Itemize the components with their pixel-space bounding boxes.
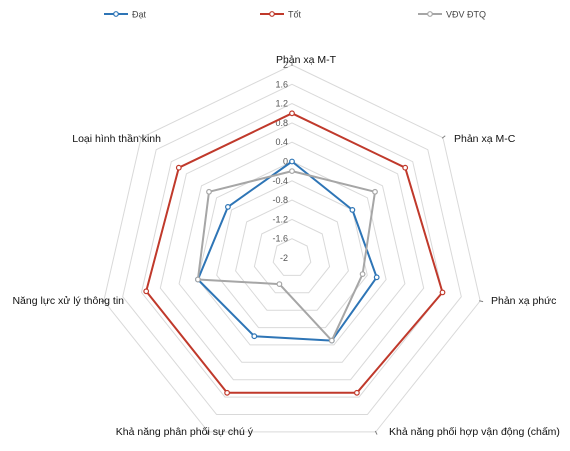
data-point: [143, 288, 150, 295]
tick-label: -2: [280, 253, 288, 263]
grid-ring: [178, 141, 406, 363]
data-point: [289, 158, 295, 165]
grid-ring: [216, 180, 368, 329]
data-point: [359, 271, 366, 278]
axis-label: Năng lực xử lý thông tin: [12, 295, 124, 307]
grid-ring: [253, 218, 331, 294]
data-point: [224, 389, 231, 396]
data-point: [439, 289, 446, 296]
axis-label: Loại hình thần kinh: [72, 133, 161, 145]
spoke-tick: [479, 300, 484, 303]
data-point: [194, 276, 201, 283]
legend-marker: [427, 11, 433, 17]
data-point: [354, 389, 360, 396]
tick-label: 0.8: [275, 118, 288, 128]
axis-label: Khả năng phân phối sự chú ý: [116, 426, 254, 438]
legend-marker: [269, 11, 275, 17]
axis-label: Phản xạ M-T: [276, 54, 337, 66]
tick-label: 1.2: [275, 99, 288, 109]
axis-label: Phản xạ phức: [491, 295, 556, 307]
tick-label: 0.4: [275, 137, 288, 147]
grid-ring: [122, 83, 462, 415]
data-point: [289, 168, 295, 175]
data-point: [402, 164, 409, 171]
data-point: [276, 281, 283, 288]
legend: Đạt Tốt VĐV ĐTQ: [104, 10, 486, 20]
spoke-tick: [206, 430, 210, 435]
series-line: [196, 160, 378, 342]
grid-ring: [272, 238, 312, 276]
legend-label: Tốt: [288, 10, 302, 20]
legend-label: Đạt: [132, 10, 147, 20]
grid-ring: [140, 103, 444, 398]
data-point: [372, 188, 378, 195]
series-line: [196, 170, 376, 342]
data-point: [349, 206, 356, 213]
axis-label: Phản xạ M-C: [454, 133, 516, 145]
tick-label: -0.8: [272, 195, 288, 205]
grid-ring: [103, 64, 481, 433]
data-point: [224, 203, 231, 210]
legend-marker: [113, 11, 119, 17]
data-point: [289, 110, 295, 117]
data-point: [328, 337, 335, 344]
tick-label: -1.6: [272, 234, 288, 244]
radar-grid: [100, 62, 484, 435]
spoke-tick: [374, 430, 378, 435]
data-point: [373, 274, 380, 281]
tick-label: -1.2: [272, 214, 288, 224]
grid-ring: [235, 199, 349, 311]
grid-ring: [197, 160, 387, 346]
grid-ring: [159, 122, 425, 381]
spoke-tick: [100, 300, 105, 303]
tick-label: 2: [283, 60, 288, 70]
data-point: [251, 333, 258, 340]
axis-label: Khả năng phối hợp vận động (chấm): [389, 426, 560, 438]
data-point: [175, 164, 182, 171]
data-point: [206, 188, 212, 195]
series-line: [145, 112, 444, 394]
legend-label: VĐV ĐTQ: [446, 10, 486, 20]
tick-labels: 2 1.6 1.2 0.8 0.4 0 -0.4 -0.8 -1.2 -1.6 -2: [272, 60, 288, 263]
spoke-tick: [138, 135, 143, 139]
series-group: [143, 110, 446, 396]
tick-label: 0: [283, 157, 288, 167]
tick-label: -0.4: [272, 176, 288, 186]
spoke-tick: [441, 135, 446, 139]
tick-label: 1.6: [275, 79, 288, 89]
axis-labels: Phản xạ M-T Phản xạ M-C Phản xạ phức Khả nă…: [12, 54, 559, 438]
